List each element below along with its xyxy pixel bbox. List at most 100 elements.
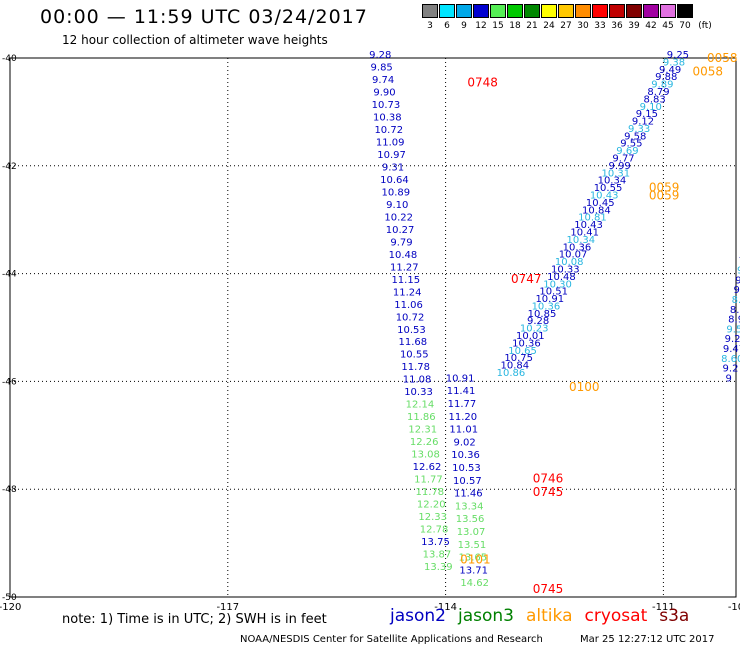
swh-value: 10.43 — [590, 191, 619, 202]
swh-value: 9.28 — [527, 316, 549, 327]
swh-value: 9.55 — [620, 139, 642, 150]
swh-value: 9.28 — [369, 50, 391, 61]
color-swatch — [473, 4, 489, 18]
swh-value: 8.83 — [643, 94, 665, 105]
swh-value: 10.48 — [389, 250, 418, 261]
swh-value: 11.78 — [416, 487, 445, 498]
swh-value: 10.55 — [400, 350, 429, 361]
color-swatch — [439, 4, 455, 18]
color-swatch-label: 6 — [444, 21, 450, 31]
swh-value: 10.72 — [396, 312, 425, 323]
swh-value: 8.60 — [721, 354, 740, 365]
swh-value: 9.77 — [612, 154, 634, 165]
swh-value: 11.20 — [449, 412, 478, 423]
swh-value: 8.65 — [732, 295, 740, 306]
lat-tick-label: -42 — [2, 162, 17, 172]
swh-value: 12.78 — [420, 525, 449, 536]
page-subtitle: 12 hour collection of altimeter wave hei… — [62, 33, 328, 47]
color-swatch — [524, 4, 540, 18]
color-swatch — [558, 4, 574, 18]
pass-time-label: 0745 — [533, 485, 564, 499]
swh-value: 10.23 — [520, 324, 549, 335]
color-swatch-label: 12 — [475, 21, 487, 31]
color-swatch-label: 27 — [560, 21, 572, 31]
swh-value: 9.25 — [667, 50, 689, 61]
color-swatch-label: 9 — [461, 21, 467, 31]
swh-value: 9.10 — [386, 200, 408, 211]
swh-value: 9.85 — [371, 62, 393, 73]
swh-value: 10.36 — [532, 301, 561, 312]
swh-value: 9.99 — [609, 161, 631, 172]
swh-value: 10.91 — [446, 373, 475, 384]
map-frame — [9, 57, 737, 598]
legend-altika: altika — [526, 606, 573, 626]
swh-value: 13.39 — [424, 562, 453, 573]
swh-value: 10.91 — [535, 294, 564, 305]
lat-tick-label: -46 — [2, 377, 17, 387]
swh-value: 12.33 — [418, 512, 447, 523]
swh-value: 7.86 — [739, 256, 740, 267]
swh-value: 11.86 — [407, 412, 436, 423]
swh-value: 10.38 — [373, 112, 402, 123]
swh-value: 12.62 — [413, 462, 442, 473]
swh-value: 9.69 — [616, 146, 638, 157]
swh-value: 10.84 — [582, 205, 611, 216]
lat-tick-label: -50 — [2, 593, 17, 603]
pass-time-label: 0746 — [533, 471, 564, 485]
swh-value: 9.12 — [632, 117, 654, 128]
swh-value: 9.02 — [454, 437, 476, 448]
swh-value: 12.31 — [408, 425, 437, 436]
pass-time-label: 0101 — [460, 552, 491, 566]
swh-value: 9.28 — [725, 334, 740, 345]
swh-value: 12.26 — [410, 437, 439, 448]
swh-value: 11.41 — [447, 386, 476, 397]
color-swatch-label: 70 — [679, 21, 691, 31]
swh-value: 13.75 — [421, 537, 450, 548]
swh-value: 12.14 — [406, 400, 435, 411]
color-swatch-label: 18 — [509, 21, 521, 31]
swh-value: 10.89 — [382, 187, 411, 198]
swh-value: 10.22 — [384, 212, 413, 223]
swh-value: 10.85 — [528, 309, 557, 320]
swh-value: 9.79 — [390, 237, 412, 248]
satellite-legend: jason2 jason3 altika cryosat s3a — [390, 606, 701, 626]
swh-value: 10.33 — [551, 264, 580, 275]
swh-value: 9.38 — [663, 57, 685, 68]
swh-value: 10.75 — [504, 353, 533, 364]
color-swatch — [592, 4, 608, 18]
pass-time-label: 0748 — [467, 75, 498, 89]
color-swatch-label: 45 — [662, 21, 674, 31]
swh-value: 10.27 — [386, 225, 415, 236]
swh-value: 10.65 — [508, 346, 537, 357]
color-swatch-label: 36 — [611, 21, 623, 31]
color-swatch-label: 3 — [427, 21, 433, 31]
swh-value: 10.86 — [497, 368, 526, 379]
swh-value: 11.06 — [394, 300, 423, 311]
color-swatch — [490, 4, 506, 18]
color-swatch — [422, 4, 438, 18]
swh-value: 9.2 — [723, 364, 739, 375]
lat-tick-label: -40 — [2, 54, 17, 64]
swh-value: 13.34 — [455, 501, 484, 512]
swh-value: 10.72 — [374, 125, 403, 136]
color-swatch-label: 30 — [577, 21, 589, 31]
swh-value: 9.55 — [726, 324, 740, 335]
swh-value: 8.87 — [730, 305, 740, 316]
swh-value: 10.45 — [586, 198, 615, 209]
swh-value: 9.28 — [735, 275, 740, 286]
generated-timestamp: Mar 25 12:27:12 UTC 2017 — [580, 634, 715, 645]
swh-value: 10.57 — [453, 476, 482, 487]
page-title: 00:00 — 11:59 UTC 03/24/2017 — [40, 6, 368, 28]
swh-value: 10.36 — [512, 338, 541, 349]
lat-tick-label: -44 — [2, 270, 17, 280]
swh-value: 11.68 — [399, 337, 428, 348]
swh-value: 13.07 — [457, 527, 486, 538]
lon-tick-label: -114 — [434, 602, 457, 613]
swh-value: 11.77 — [448, 399, 477, 410]
footnote: note: 1) Time is in UTC; 2) SWH is in fe… — [62, 612, 327, 627]
swh-value: 9.58 — [624, 131, 646, 142]
swh-value: 11.09 — [376, 137, 405, 148]
color-swatch — [541, 4, 557, 18]
swh-value: 10.48 — [547, 272, 576, 283]
